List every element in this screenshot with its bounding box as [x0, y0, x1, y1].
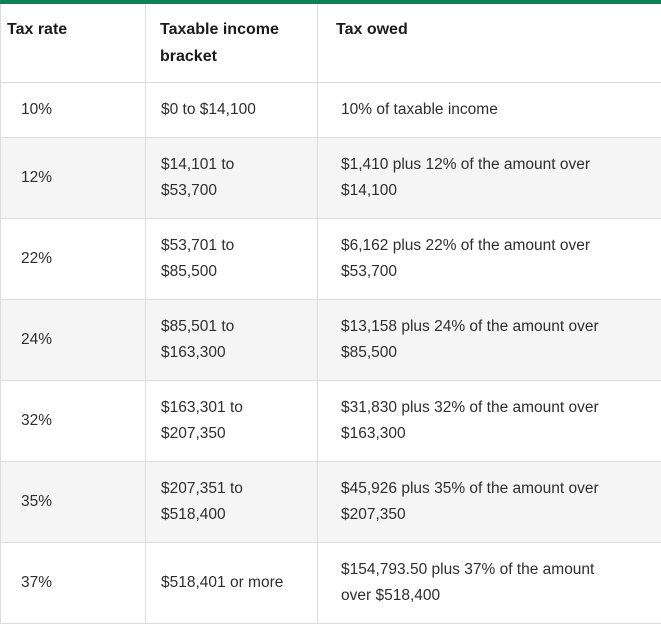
table-row: 37% $518,401 or more $154,793.50 plus 37… [0, 542, 661, 624]
cell-tax-rate: 12% [0, 137, 146, 219]
cell-tax-owed: $1,410 plus 12% of the amount over $14,1… [317, 137, 661, 219]
cell-income-bracket: $163,301 to $207,350 [145, 380, 318, 462]
cell-tax-rate: 24% [0, 299, 146, 381]
cell-income-bracket: $14,101 to $53,700 [145, 137, 318, 219]
cell-tax-owed: $13,158 plus 24% of the amount over $85,… [317, 299, 661, 381]
cell-tax-owed: $45,926 plus 35% of the amount over $207… [317, 461, 661, 543]
cell-income-bracket: $0 to $14,100 [145, 82, 318, 138]
cell-income-bracket: $207,351 to $518,400 [145, 461, 318, 543]
table-row: 12% $14,101 to $53,700 $1,410 plus 12% o… [0, 137, 661, 219]
cell-income-bracket: $85,501 to $163,300 [145, 299, 318, 381]
cell-income-bracket: $518,401 or more [145, 542, 318, 624]
cell-tax-owed: $154,793.50 plus 37% of the amount over … [317, 542, 661, 624]
cell-tax-owed: 10% of taxable income [317, 82, 661, 138]
cell-tax-rate: 35% [0, 461, 146, 543]
table-row: 35% $207,351 to $518,400 $45,926 plus 35… [0, 461, 661, 543]
column-header-tax-owed: Tax owed [317, 1, 661, 83]
cell-tax-rate: 37% [0, 542, 146, 624]
table-row: 22% $53,701 to $85,500 $6,162 plus 22% o… [0, 218, 661, 300]
cell-tax-owed: $31,830 plus 32% of the amount over $163… [317, 380, 661, 462]
cell-income-bracket: $53,701 to $85,500 [145, 218, 318, 300]
cell-tax-rate: 22% [0, 218, 146, 300]
table-row: 24% $85,501 to $163,300 $13,158 plus 24%… [0, 299, 661, 381]
table-row: 32% $163,301 to $207,350 $31,830 plus 32… [0, 380, 661, 462]
cell-tax-rate: 10% [0, 82, 146, 138]
table-row: 10% $0 to $14,100 10% of taxable income [0, 82, 661, 138]
column-header-taxable-income-bracket: Taxable income bracket [145, 1, 318, 83]
column-header-tax-rate: Tax rate [0, 1, 146, 83]
header-row: Tax rate Taxable income bracket Tax owed [0, 1, 661, 83]
cell-tax-rate: 32% [0, 380, 146, 462]
table-header: Tax rate Taxable income bracket Tax owed [0, 1, 661, 83]
table-body: 10% $0 to $14,100 10% of taxable income … [0, 82, 661, 624]
cell-tax-owed: $6,162 plus 22% of the amount over $53,7… [317, 218, 661, 300]
